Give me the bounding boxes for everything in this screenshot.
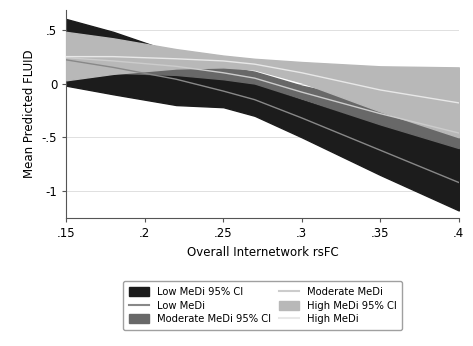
Y-axis label: Mean Predicted FLUID: Mean Predicted FLUID: [23, 50, 36, 179]
Legend: Low MeDi 95% CI, Low MeDi, Moderate MeDi 95% CI, Moderate MeDi, High MeDi 95% CI: Low MeDi 95% CI, Low MeDi, Moderate MeDi…: [123, 281, 403, 330]
X-axis label: Overall Internetwork rsFC: Overall Internetwork rsFC: [187, 246, 338, 258]
